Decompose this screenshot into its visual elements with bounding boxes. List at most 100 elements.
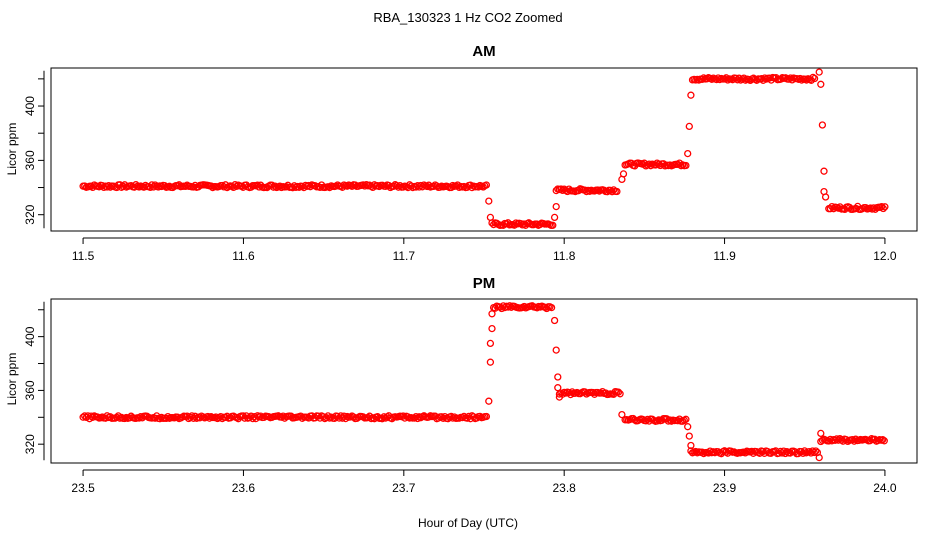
am-data-point <box>868 205 876 213</box>
pm-data-point <box>880 437 888 445</box>
pm-x-tick-label: 23.7 <box>392 481 416 495</box>
am-y-axis: 320 360 400 <box>23 70 45 229</box>
pm-data-point <box>253 412 262 420</box>
pm-data-point <box>879 436 887 444</box>
am-data-point <box>781 74 790 82</box>
am-data-point <box>557 185 565 193</box>
pm-data-point <box>552 346 560 354</box>
pm-data-point <box>810 448 818 457</box>
pm-plot-frame <box>50 298 918 464</box>
pm-data-point <box>618 410 626 419</box>
pm-data-point <box>653 417 661 425</box>
pm-x-tick-label: 23.8 <box>553 481 577 495</box>
am-x-tick-label: 11.5 <box>72 249 95 263</box>
pm-y-tick-label: 320 <box>23 434 37 454</box>
pm-data-point <box>547 303 556 312</box>
am-data-point <box>482 181 491 189</box>
pm-data-point <box>833 435 841 443</box>
pm-data-point <box>741 449 749 457</box>
pm-data-point <box>506 302 514 310</box>
am-data-point <box>552 202 560 211</box>
am-data-points <box>79 68 889 230</box>
figure-title: RBA_130323 1 Hz CO2 Zoomed <box>373 10 562 25</box>
pm-y-axis-label: Licor ppm <box>5 353 19 406</box>
am-data-point <box>687 91 695 99</box>
am-data-point <box>343 182 351 190</box>
am-data-point <box>881 203 889 211</box>
am-data-point <box>393 182 401 190</box>
am-data-point <box>820 167 828 175</box>
pm-x-tick-label: 24.0 <box>873 481 897 495</box>
am-plot-frame <box>50 67 918 232</box>
am-data-point <box>802 76 811 84</box>
pm-data-point <box>597 389 605 397</box>
pm-y-tick-label: 360 <box>23 380 37 400</box>
am-data-point <box>862 203 870 212</box>
pm-data-point <box>485 397 493 405</box>
pm-y-axis: 320 360 400 <box>23 301 45 461</box>
am-data-point <box>619 170 628 178</box>
am-data-point <box>325 183 334 192</box>
pm-data-point <box>555 393 564 401</box>
am-y-tick-label: 320 <box>23 204 37 224</box>
am-data-point <box>655 160 663 168</box>
am-data-point <box>724 76 732 84</box>
am-x-tick-label: 11.6 <box>232 249 255 263</box>
am-y-axis-label: Licor ppm <box>5 123 19 176</box>
am-data-point <box>550 213 559 222</box>
pm-data-point <box>817 437 825 446</box>
pm-data-point <box>781 449 789 458</box>
am-data-point <box>716 75 724 84</box>
am-data-point <box>447 183 455 192</box>
pm-data-point <box>808 447 817 455</box>
pm-data-point <box>482 412 491 421</box>
am-data-point <box>231 181 239 189</box>
am-data-point <box>698 75 706 84</box>
am-data-point <box>295 183 303 191</box>
pm-data-point <box>687 447 695 455</box>
am-data-point <box>735 74 743 82</box>
am-data-point <box>485 197 493 205</box>
pm-data-point <box>488 310 496 318</box>
am-x-tick-label: 11.8 <box>553 249 576 263</box>
am-data-point <box>761 74 769 82</box>
pm-data-point <box>837 436 846 444</box>
pm-data-point <box>759 447 767 456</box>
am-data-point <box>460 182 468 191</box>
pm-data-point <box>314 412 323 420</box>
am-data-point <box>817 80 825 88</box>
pm-data-point <box>486 358 495 366</box>
am-data-point <box>418 183 427 191</box>
pm-x-axis: 23.5 23.6 23.7 23.8 23.9 24.0 <box>71 469 897 495</box>
pm-data-point <box>727 447 735 455</box>
am-data-point <box>815 68 823 76</box>
am-x-tick-label: 11.9 <box>713 249 736 263</box>
am-data-point <box>796 74 804 83</box>
pm-data-point <box>550 316 559 325</box>
am-data-point <box>183 181 191 189</box>
am-data-point <box>818 121 827 129</box>
pm-x-tick-label: 23.6 <box>232 481 256 495</box>
am-data-point <box>684 149 692 158</box>
am-x-axis: 11.5 11.6 11.7 11.8 11.9 12.0 <box>72 237 897 263</box>
am-data-point <box>682 161 690 170</box>
am-data-point <box>809 73 817 82</box>
pm-data-point <box>817 429 825 438</box>
pm-data-point <box>684 423 692 431</box>
am-data-point <box>821 193 830 201</box>
am-data-point <box>810 74 819 83</box>
x-axis-label: Hour of Day (UTC) <box>418 516 518 530</box>
am-data-point <box>728 76 737 84</box>
pm-data-point <box>554 384 562 392</box>
pm-data-point <box>616 390 624 398</box>
pm-x-tick-label: 23.9 <box>713 481 737 495</box>
am-data-point <box>879 204 887 213</box>
pm-data-point <box>685 432 693 440</box>
am-data-point <box>608 188 616 196</box>
am-panel-title: AM <box>472 43 495 60</box>
pm-data-point <box>812 447 820 455</box>
pm-data-point <box>800 447 809 455</box>
am-data-point <box>362 181 371 189</box>
am-data-point <box>647 162 655 170</box>
